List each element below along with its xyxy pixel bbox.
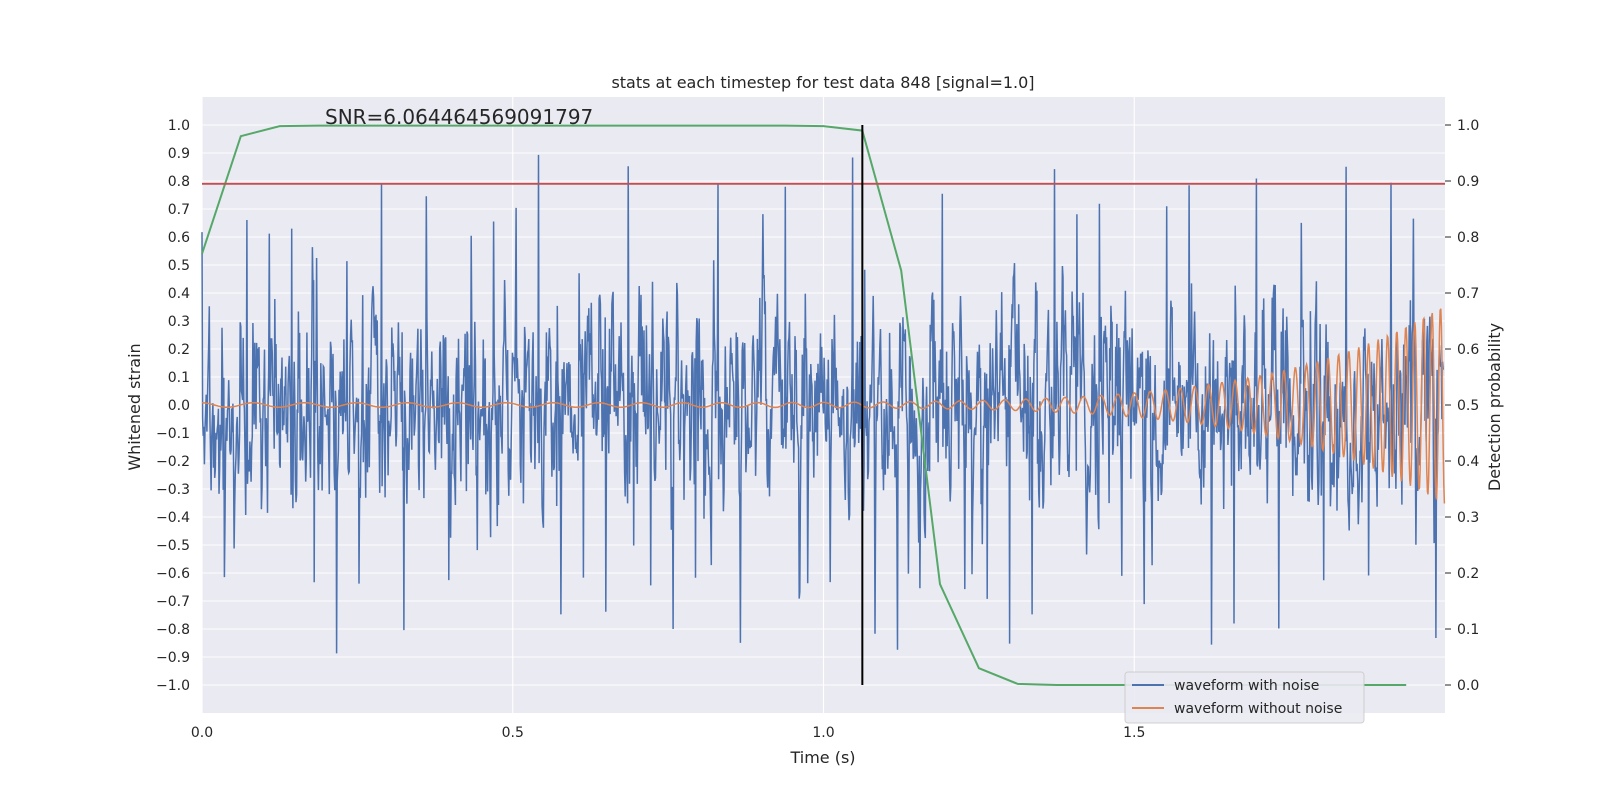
snr-annotation: SNR=6.064464569091797 xyxy=(325,105,593,129)
y-tick-label: −0.2 xyxy=(156,454,190,470)
y-right-tick-label: 0.1 xyxy=(1457,622,1479,638)
y-axis-label: Whitened strain xyxy=(125,343,144,470)
y-right-tick-label: 0.2 xyxy=(1457,566,1479,582)
y-tick-label: 0.9 xyxy=(168,146,190,162)
y-tick-label: −0.8 xyxy=(156,622,190,638)
y-right-tick-label: 0.4 xyxy=(1457,454,1479,470)
y-right-tick-label: 0.9 xyxy=(1457,174,1479,190)
y-right-tick-label: 0.0 xyxy=(1457,678,1479,694)
y-tick-label: −0.5 xyxy=(156,538,190,554)
y-tick-label: 0.1 xyxy=(168,370,190,386)
x-axis-label: Time (s) xyxy=(789,748,855,767)
y-tick-label: 0.6 xyxy=(168,230,190,246)
y-tick-label: −0.9 xyxy=(156,650,190,666)
y-axis-right-label: Detection probability xyxy=(1485,323,1504,491)
legend-box xyxy=(1124,671,1365,724)
y-tick-label: −0.7 xyxy=(156,594,190,610)
x-tick-label: 1.5 xyxy=(1123,725,1145,741)
y-right-tick-label: 0.6 xyxy=(1457,342,1479,358)
y-tick-label: 0.2 xyxy=(168,342,190,358)
y-tick-label: 0.3 xyxy=(168,314,190,330)
right-y-ticks: 1.0 0.9 0.8 0.7 0.6 0.5 0.4 0.3 0.2 0.1 0.0 xyxy=(1445,118,1479,694)
y-tick-label: 0.4 xyxy=(168,286,190,302)
y-tick-label: 0.5 xyxy=(168,258,190,274)
series-waveform-without-noise xyxy=(202,308,1446,504)
y-right-tick-label: 0.3 xyxy=(1457,510,1479,526)
chart-title: stats at each timestep for test data 848… xyxy=(611,73,1034,92)
y-right-tick-label: 0.8 xyxy=(1457,230,1479,246)
series-waveform-with-noise xyxy=(201,154,1444,654)
y-right-tick-label: 0.5 xyxy=(1457,398,1479,414)
y-tick-label: −0.6 xyxy=(156,566,190,582)
x-tick-label: 1.0 xyxy=(812,725,834,741)
left-y-ticks: 1.0 0.9 0.8 0.7 0.6 0.5 0.4 0.3 0.2 0.1 0.0 −0.1 −0.… xyxy=(156,118,190,694)
legend-entry-noise: waveform with noise xyxy=(1174,678,1319,694)
y-tick-label: −0.1 xyxy=(156,426,190,442)
y-tick-label: 0.8 xyxy=(168,174,190,190)
y-right-tick-label: 1.0 xyxy=(1457,118,1479,134)
y-tick-label: −0.4 xyxy=(156,510,190,526)
y-tick-label: −0.3 xyxy=(156,482,190,498)
y-tick-label: 0.7 xyxy=(168,202,190,218)
x-ticks: 0.0 0.5 1.0 1.5 xyxy=(191,725,1146,741)
x-tick-label: 0.0 xyxy=(191,725,213,741)
legend: waveform with noise waveform without noi… xyxy=(1124,671,1365,724)
y-tick-label: 1.0 xyxy=(168,118,190,134)
x-tick-label: 0.5 xyxy=(502,725,524,741)
y-right-tick-label: 0.7 xyxy=(1457,286,1479,302)
y-tick-label: 0.0 xyxy=(168,398,190,414)
y-tick-label: −1.0 xyxy=(156,678,190,694)
legend-entry-clean: waveform without noise xyxy=(1174,701,1342,717)
